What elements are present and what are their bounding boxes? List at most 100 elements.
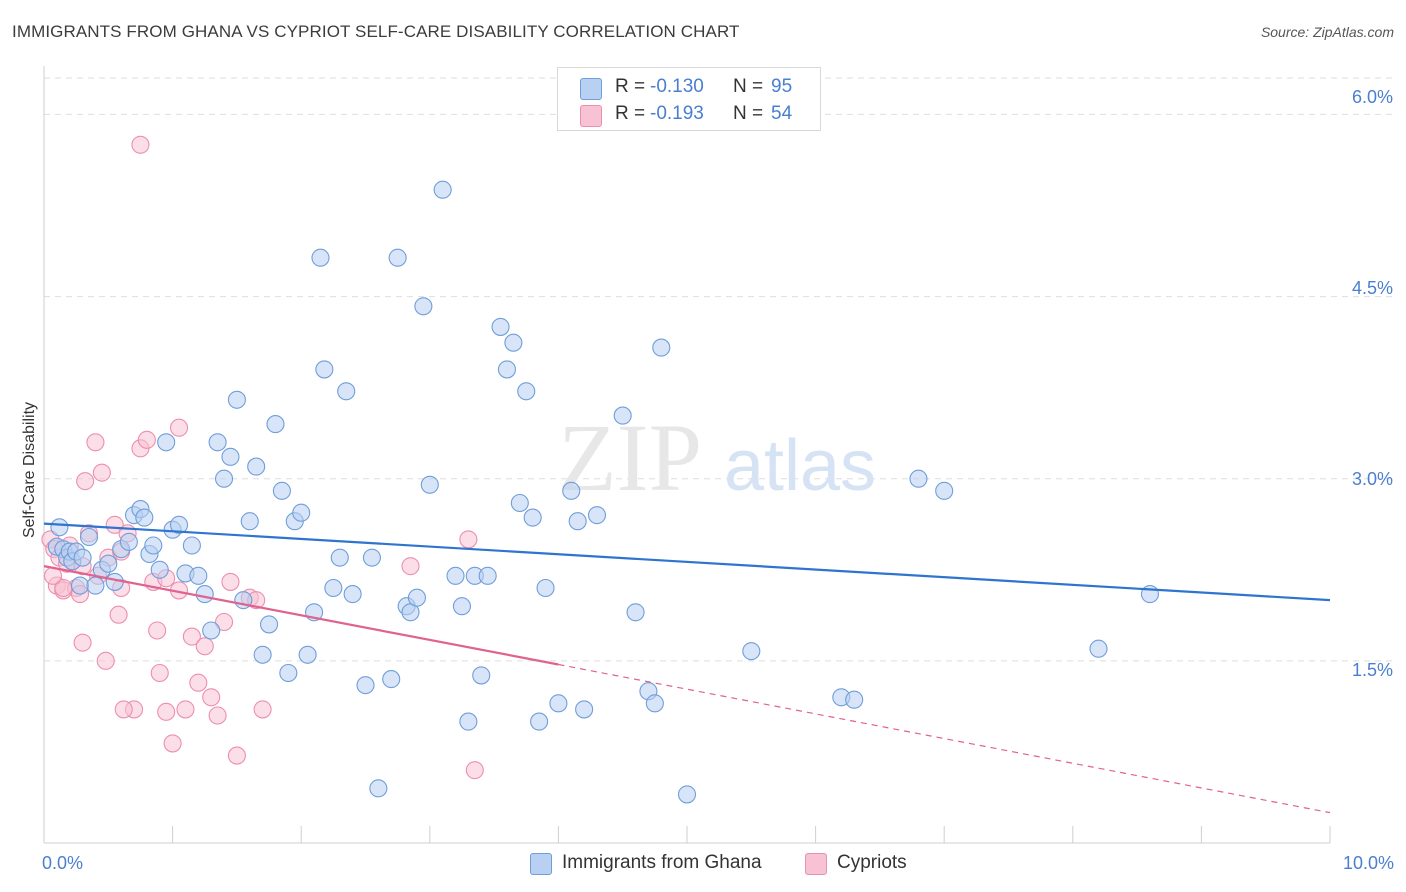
y-axis-label: Self-Care Disability (21, 401, 38, 539)
legend-r-value: -0.193 (650, 103, 704, 124)
ghana-point (587, 506, 607, 525)
y-tick-label-6-0: 6.0% (1351, 87, 1393, 107)
ghana-point (407, 588, 426, 607)
ghana-point (530, 712, 549, 731)
axes (43, 66, 1331, 844)
stats-legend: R = -0.130 N = 95 R = -0.193 N = 54 (557, 67, 821, 131)
ghana-point (382, 670, 401, 689)
ghana-point (362, 548, 381, 567)
ghana-point (70, 576, 90, 595)
ghana-point (105, 572, 124, 591)
ghana-point (253, 645, 272, 664)
ghana-point (50, 518, 69, 537)
legend-r-value: -0.130 (650, 76, 704, 97)
ghana-point (330, 548, 349, 567)
ghana-point (240, 512, 259, 531)
ghana-point (497, 360, 517, 379)
ghana-point (446, 566, 465, 585)
ghana-point (227, 390, 246, 409)
ghana-point (119, 532, 138, 551)
ghana-point (272, 481, 291, 500)
ghana-point (677, 785, 697, 804)
ghana-legend-swatch (530, 853, 552, 875)
ghana-point (1089, 639, 1108, 658)
ghana-point (202, 621, 221, 640)
ghana-point (99, 554, 118, 573)
cypriots-point (157, 702, 176, 721)
ghana-point (472, 666, 491, 685)
cypriots-point (459, 530, 478, 549)
cypriots-point (137, 430, 156, 449)
source-credit: Source: ZipAtlas.com (1260, 24, 1394, 40)
ghana-point (549, 694, 568, 713)
cypriots-point (401, 557, 420, 576)
cypriots-point (189, 673, 208, 692)
ghana-point (298, 645, 317, 664)
ghana-point (169, 515, 189, 534)
ghana-point (909, 469, 928, 488)
cypriots-point (109, 605, 128, 624)
ghana-point (266, 415, 285, 434)
ghana-point (324, 578, 343, 598)
ghana-point (86, 576, 105, 595)
ghana-point (73, 548, 92, 567)
legend-row-cypriots: R = -0.193 N = 54 (558, 100, 820, 128)
ghana-point (935, 481, 954, 500)
ghana-point (195, 585, 214, 604)
ghana-point (388, 248, 407, 267)
cypriots-point (96, 651, 115, 670)
ghana-point (356, 676, 375, 695)
y-tick-label-3-0: 3.0% (1351, 469, 1393, 489)
ghana-point (144, 536, 163, 555)
legend-r-label: R = (615, 76, 646, 97)
legend-n-label: N = (733, 76, 764, 97)
cypriots-legend-swatch (805, 853, 827, 875)
ghana-point (182, 536, 201, 555)
x-tick-label-min: 0.0% (42, 853, 84, 873)
ghana-point (315, 360, 334, 379)
grid-lines (44, 77, 1392, 662)
cypriots-point (221, 572, 240, 591)
ghana-point (79, 527, 99, 547)
ghana-point (504, 333, 523, 352)
ghana-point (491, 317, 510, 336)
ghana-point (568, 512, 587, 531)
ghana-point (613, 406, 632, 425)
cypriots-point (114, 700, 133, 719)
cypriots-point (227, 746, 246, 765)
chart-title: IMMIGRANTS FROM GHANA VS CYPRIOT SELF-CA… (12, 22, 740, 41)
ghana-point (742, 642, 761, 661)
ghana-legend-label: Immigrants from Ghana (562, 852, 762, 873)
ghana-point (562, 481, 581, 500)
ghana-trend-line (43, 522, 1331, 602)
ghana-point (645, 694, 664, 713)
legend-r-label: R = (615, 103, 646, 124)
ghana-point (221, 447, 240, 466)
cypriots-point (202, 688, 221, 707)
ghana-point (189, 566, 208, 585)
y-tick-label-1-5: 1.5% (1351, 660, 1393, 680)
watermark-zip: ZIP (558, 404, 702, 511)
cypriots-point (208, 706, 227, 725)
cypriots-legend-label: Cypriots (837, 852, 907, 873)
ghana-point (259, 615, 279, 634)
ghana-point (517, 382, 536, 401)
ghana-point (369, 779, 388, 798)
ghana-point (208, 433, 227, 452)
y-tick-label-4-5: 4.5% (1351, 278, 1393, 298)
cypriots-point (176, 700, 195, 719)
cypriots-point (214, 612, 234, 632)
ghana-swatch (580, 78, 602, 100)
legend-n-label: N = (733, 103, 764, 124)
cypriots-point (76, 472, 95, 491)
ghana-point (279, 663, 298, 683)
legend-row-ghana: R = -0.130 N = 95 (558, 73, 820, 101)
ghana-point (459, 712, 478, 731)
cypriots-point (163, 734, 182, 753)
cypriots-point (169, 418, 189, 437)
cypriots-point (195, 637, 214, 656)
cypriots-points (41, 135, 484, 780)
ghana-point (478, 566, 497, 585)
ghana-point (433, 180, 452, 199)
